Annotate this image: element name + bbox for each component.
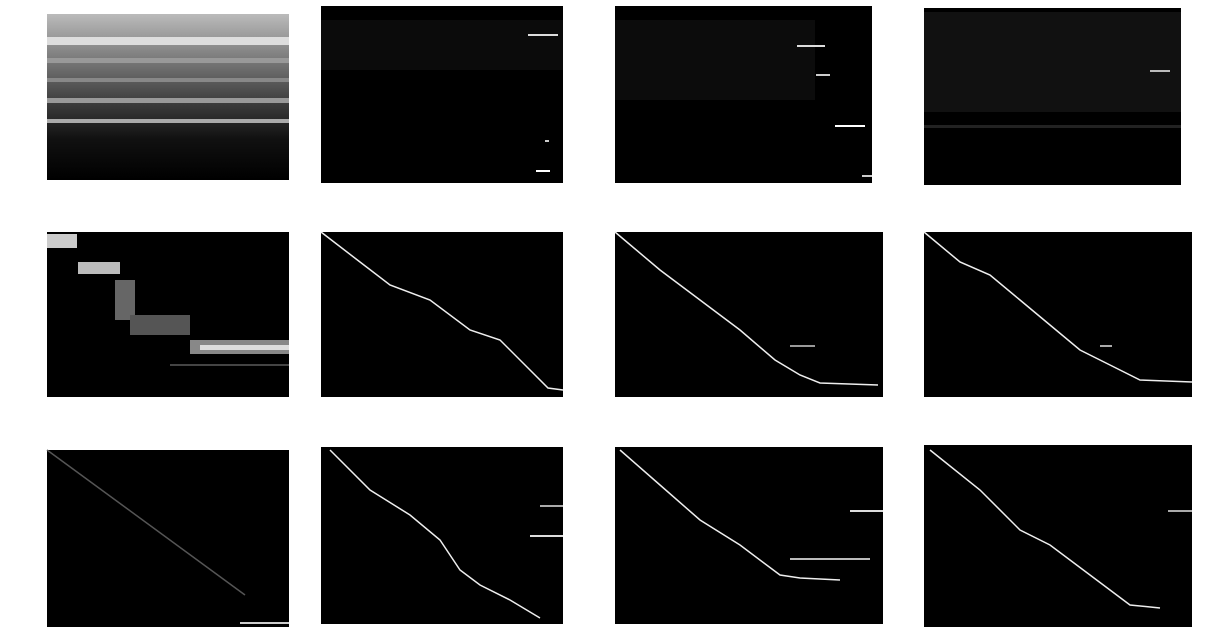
panel (615, 232, 883, 397)
panel (924, 232, 1192, 397)
panel (924, 445, 1192, 627)
panel (47, 232, 289, 397)
panel (924, 8, 1181, 185)
page (0, 0, 1222, 627)
panel (321, 232, 563, 397)
panel (321, 6, 563, 183)
panel (321, 447, 563, 624)
panel (615, 447, 883, 624)
panel (47, 450, 289, 627)
figure (0, 0, 1222, 627)
panel (615, 6, 872, 183)
panel (47, 14, 289, 180)
